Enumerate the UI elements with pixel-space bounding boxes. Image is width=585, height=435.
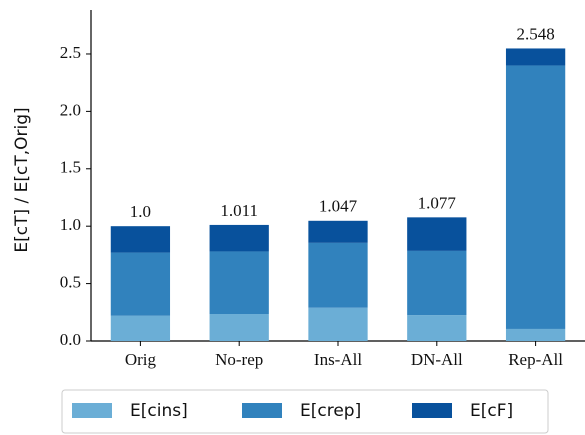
x-tick-label: Ins-All	[314, 350, 362, 369]
bar-segment	[407, 315, 467, 341]
x-tick-label: DN-All	[411, 350, 463, 369]
x-tick-label: Orig	[125, 350, 157, 369]
y-tick-label: 0.0	[60, 330, 81, 349]
y-tick-label: 2.5	[60, 43, 81, 62]
total-label: 1.011	[220, 201, 258, 220]
x-tick-label: Rep-All	[508, 350, 563, 369]
total-label: 2.548	[516, 24, 554, 43]
total-label: 1.047	[319, 197, 358, 216]
total-label: 1.077	[418, 193, 457, 212]
bar-segment	[505, 48, 566, 66]
legend-label: E[cF]	[470, 401, 513, 421]
x-tick-label: No-rep	[215, 350, 263, 369]
y-tick-label: 0.5	[60, 273, 81, 292]
bar-segment	[110, 252, 171, 316]
bar-segment	[209, 224, 269, 252]
bar-segment	[209, 314, 269, 341]
bar-segment	[407, 250, 467, 316]
legend	[61, 389, 549, 434]
total-label: 1.0	[130, 202, 151, 221]
y-axis-label: E[cT] / E[cT,Orig]	[12, 107, 32, 252]
bar-segment	[308, 220, 368, 243]
y-tick-label: 1.0	[60, 215, 81, 234]
bar-segment	[308, 307, 368, 341]
legend-swatch	[72, 403, 112, 418]
bar-segment	[505, 328, 566, 341]
bar-segment	[110, 315, 171, 341]
bar-segment	[407, 217, 467, 251]
bar-segment	[505, 65, 566, 329]
bar-segment	[110, 226, 171, 253]
legend-swatch	[412, 403, 452, 418]
y-tick-label: 2.0	[60, 100, 81, 119]
bar-segment	[209, 251, 269, 315]
legend-swatch	[242, 403, 282, 418]
bar-segment	[308, 242, 368, 308]
y-tick-label: 1.5	[60, 158, 81, 177]
legend-label: E[cins]	[130, 401, 188, 421]
legend-label: E[crep]	[300, 401, 361, 421]
